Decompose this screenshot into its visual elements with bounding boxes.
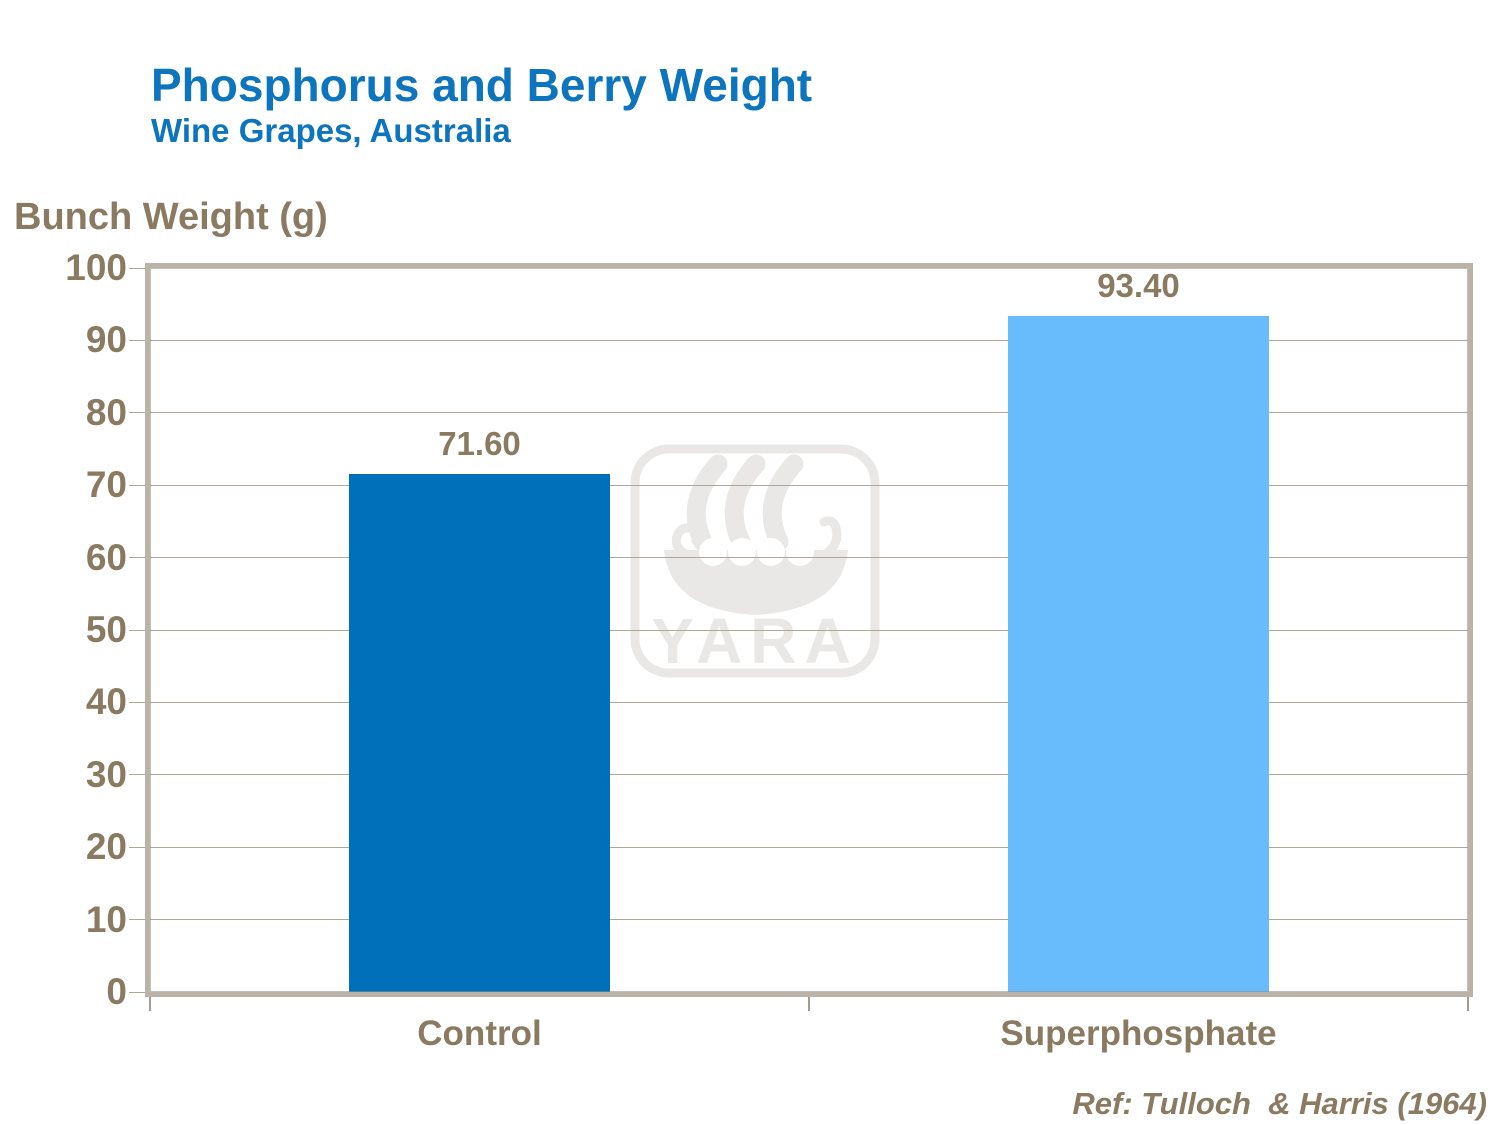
gridline bbox=[129, 484, 1468, 486]
reference-text: Ref: Tulloch & Harris (1964) bbox=[1072, 1086, 1487, 1121]
y-axis-tick-label: 20 bbox=[85, 826, 127, 868]
y-axis-tick-label: 60 bbox=[85, 536, 127, 578]
y-axis-tick bbox=[129, 267, 145, 269]
y-axis-tick-label: 10 bbox=[85, 898, 127, 940]
y-axis-tick-label: 0 bbox=[106, 971, 127, 1012]
plot-area: 0 10 20 30 40 50 60 70 80 90 100 71.60 Control 93.40 S… bbox=[65, 248, 1473, 1053]
chart-title: Phosphorus and Berry Weight bbox=[151, 59, 813, 111]
y-axis-title: Bunch Weight (g) bbox=[14, 196, 328, 238]
gridline bbox=[129, 774, 1468, 776]
gridline bbox=[129, 339, 1468, 341]
y-axis-tick bbox=[129, 991, 145, 993]
x-axis-tick bbox=[1467, 997, 1469, 1011]
y-axis-tick-label: 30 bbox=[85, 753, 127, 795]
y-axis-tick-label: 50 bbox=[85, 609, 127, 650]
y-axis-tick-label: 100 bbox=[65, 247, 127, 288]
gridline bbox=[129, 557, 1468, 559]
gridline bbox=[129, 701, 1468, 703]
y-axis-tick-label: 70 bbox=[85, 464, 127, 506]
bar-value-label: 71.60 bbox=[438, 424, 521, 462]
bar-superphosphate bbox=[1008, 315, 1269, 992]
y-axis-tick-label: 90 bbox=[85, 319, 127, 361]
yara-logo-watermark-icon: YARA bbox=[630, 444, 880, 678]
chart-subtitle: Wine Grapes, Australia bbox=[151, 112, 511, 149]
x-axis-tick bbox=[149, 997, 151, 1011]
y-axis-tick-label: 40 bbox=[85, 681, 127, 723]
watermark-text: YARA bbox=[651, 605, 858, 677]
x-axis-category-label: Control bbox=[417, 1014, 542, 1053]
x-axis-category-label: Superphosphate bbox=[1000, 1014, 1277, 1053]
ship-hull bbox=[664, 550, 848, 615]
bar-value-label: 93.40 bbox=[1097, 266, 1180, 304]
gridline bbox=[129, 846, 1468, 848]
gridline bbox=[129, 629, 1468, 631]
bar-control bbox=[349, 473, 610, 992]
y-axis-tick-label: 80 bbox=[85, 391, 127, 433]
gridline bbox=[129, 412, 1468, 414]
gridline bbox=[129, 919, 1468, 921]
x-axis-tick bbox=[808, 997, 810, 1011]
